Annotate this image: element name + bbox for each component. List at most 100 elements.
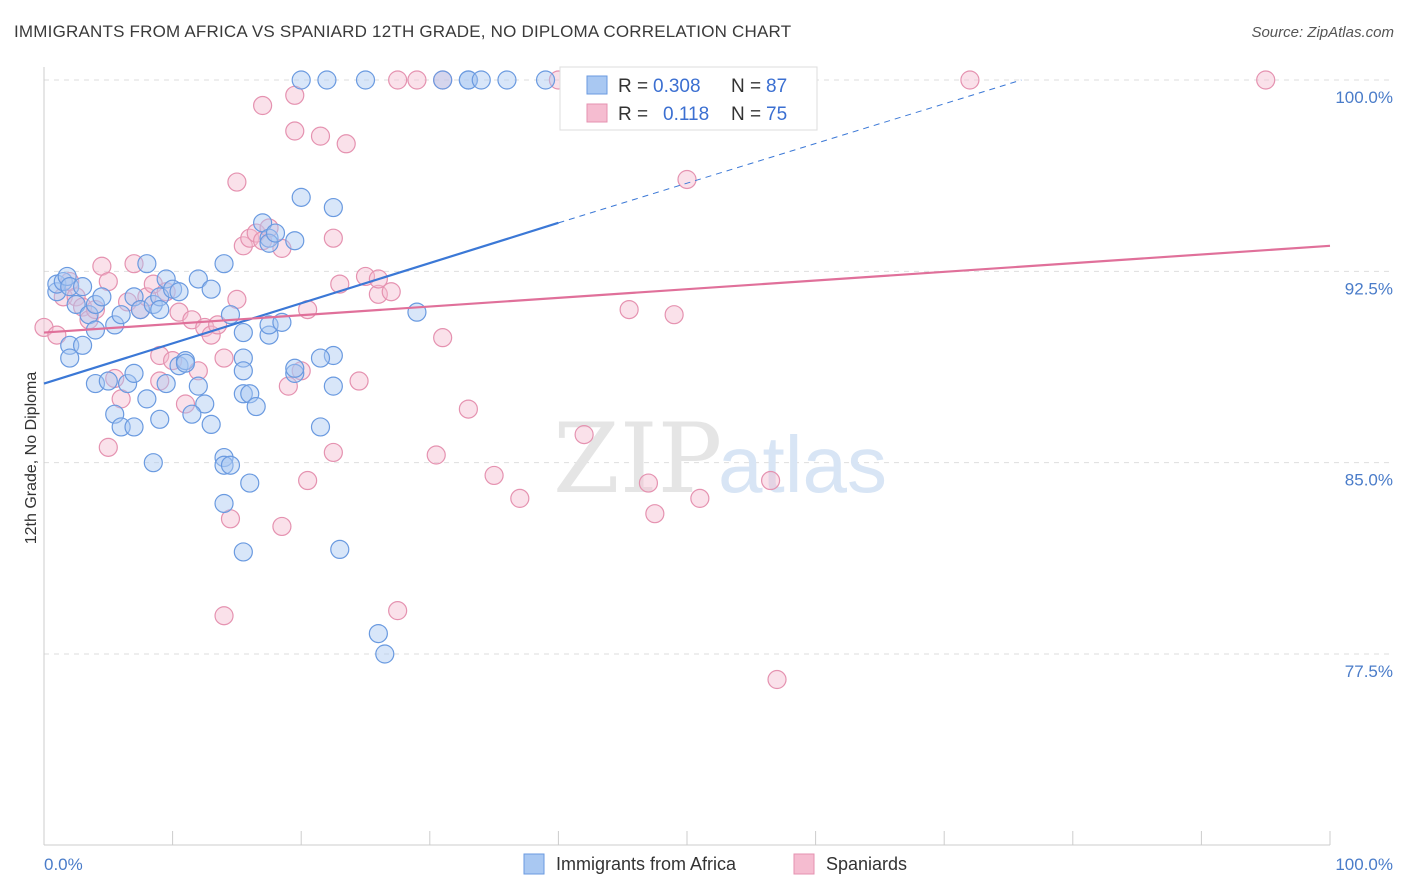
pink-point-52 <box>388 70 408 90</box>
legend-n-value-1: 87 <box>766 76 787 97</box>
blue-point-20 <box>111 305 131 325</box>
pink-point-79 <box>767 669 787 690</box>
blue-point-59 <box>201 279 221 299</box>
pink-point-66 <box>388 601 408 621</box>
blue-point-15 <box>72 277 93 297</box>
blue-point-29 <box>169 282 189 302</box>
pink-point-49 <box>310 126 331 146</box>
blue-point-85 <box>368 623 388 644</box>
blue-point-37 <box>156 373 176 394</box>
blue-point-63 <box>233 361 253 381</box>
legend-swatch-pink <box>586 103 608 123</box>
blue-point-73 <box>259 228 279 248</box>
blue-point-79 <box>407 302 427 322</box>
pink-point-45 <box>381 282 401 302</box>
y-tick-label-3: 77.5% <box>1345 662 1393 681</box>
pink-point-67 <box>426 445 446 465</box>
pink-point-76 <box>664 305 684 325</box>
blue-point-68 <box>285 358 305 378</box>
blue-point-78 <box>323 197 343 218</box>
pink-point-58 <box>960 70 980 90</box>
legend-n-label-1: N = <box>731 76 761 97</box>
pink-point-69 <box>458 399 478 419</box>
pink-point-65 <box>323 442 343 463</box>
blue-point-7 <box>497 70 517 90</box>
blue-point-82 <box>214 493 234 514</box>
blue-point-83 <box>233 542 253 562</box>
blue-point-17 <box>85 294 106 315</box>
blue-point-70 <box>323 376 343 396</box>
legend-r-value-1: 0.308 <box>653 76 701 97</box>
blue-point-40 <box>175 353 196 373</box>
y-axis-label: 12th Grade, No Diploma <box>23 372 40 545</box>
blue-point-57 <box>214 254 234 274</box>
pink-point-46 <box>227 172 247 192</box>
blue-point-50 <box>201 414 221 434</box>
pink-point-71 <box>510 488 530 508</box>
series-spaniards <box>34 70 1276 690</box>
legend: R = 0.308 N = 87 R = 0.118 N = 75 <box>559 66 818 131</box>
blue-point-84 <box>330 539 350 560</box>
blue-point-75 <box>265 223 286 243</box>
blue-point-34 <box>117 373 138 394</box>
y-tick-label-1: 92.5% <box>1345 279 1393 298</box>
blue-point-87 <box>310 417 331 437</box>
trend-line-blue-extension <box>558 79 1022 224</box>
pink-point-32 <box>246 223 266 243</box>
pink-point-80 <box>677 169 697 190</box>
blue-point-52 <box>214 455 234 475</box>
trend-line-blue <box>43 221 559 385</box>
blue-point-47 <box>124 417 144 437</box>
chart-title: IMMIGRANTS FROM AFRICA VS SPANIARD 12TH … <box>14 22 792 41</box>
pink-point-62 <box>214 606 234 626</box>
blue-point-26 <box>150 300 170 320</box>
pink-point-47 <box>253 95 273 116</box>
blue-point-3 <box>433 70 453 90</box>
pink-point-73 <box>619 300 639 320</box>
bottom-legend-swatch-blue <box>523 853 545 875</box>
pink-point-53 <box>407 70 427 90</box>
blue-point-76 <box>285 231 305 251</box>
legend-r-label-2: R = <box>618 104 648 125</box>
pink-point-74 <box>638 473 659 493</box>
pink-point-64 <box>298 470 318 491</box>
blue-point-24 <box>143 294 163 315</box>
pink-point-50 <box>336 134 356 154</box>
y-tick-label-2: 85.0% <box>1345 471 1393 490</box>
blue-point-42 <box>195 394 215 414</box>
blue-point-44 <box>98 371 118 391</box>
y-tick-label-0: 100.0% <box>1335 88 1393 107</box>
blue-point-35 <box>124 363 144 383</box>
pink-point-70 <box>484 465 504 486</box>
blue-point-77 <box>291 187 311 207</box>
blue-point-53 <box>220 455 241 475</box>
blue-point-19 <box>105 315 125 335</box>
bottom-legend-swatch-pink <box>793 853 815 875</box>
pink-point-75 <box>645 504 665 524</box>
watermark-atlas: atlas <box>718 420 887 509</box>
blue-point-14 <box>66 294 86 315</box>
blue-point-27 <box>156 269 176 289</box>
x-tick-label-min: 0.0% <box>44 855 83 874</box>
pink-point-34 <box>259 218 279 238</box>
pink-point-77 <box>690 488 710 508</box>
pink-point-22 <box>175 394 196 414</box>
blue-point-51 <box>214 447 234 468</box>
blue-point-58 <box>188 269 208 289</box>
blue-point-23 <box>137 254 157 274</box>
pink-point-28 <box>214 348 234 368</box>
watermark-zip: ZIP <box>553 403 722 515</box>
blue-point-9 <box>47 282 67 302</box>
pink-point-39 <box>323 228 343 248</box>
blue-point-71 <box>310 348 331 368</box>
pink-point-30 <box>233 236 253 256</box>
legend-r-value-2: 0.118 <box>663 104 709 125</box>
pink-point-68 <box>433 328 453 348</box>
bottom-legend-label-pink: Spaniards <box>826 854 907 874</box>
pink-point-78 <box>760 470 781 491</box>
legend-r-label-1: R = <box>618 76 648 97</box>
blue-point-61 <box>233 322 253 343</box>
blue-point-2 <box>355 70 376 90</box>
blue-point-41 <box>188 376 208 396</box>
